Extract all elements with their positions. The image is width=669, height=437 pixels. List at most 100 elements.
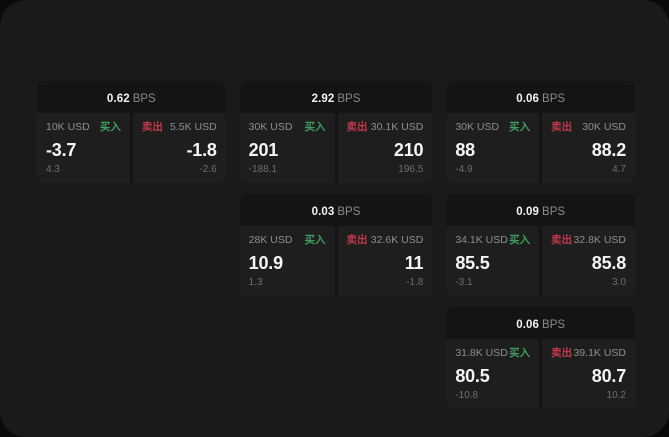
buy-header-row: 30K USD 买入 [455,122,530,133]
spread-unit: BPS [337,206,361,218]
sell-quantity: 30K USD [582,121,626,133]
sell-quantity: 5.5K USD [170,121,217,133]
quote-card[interactable]: 0.62 BPS 10K USD 买入 -3.7 4.3 卖出 [37,81,226,183]
buy-delta: -4.9 [455,164,473,175]
sell-quantity: 30.1K USD [370,121,424,133]
buy-delta: 4.3 [46,164,60,175]
sell-action-label: 卖出 [551,121,573,133]
buy-action-label: 买入 [509,121,531,133]
quote-card[interactable]: 2.92 BPS 30K USD 买入 201 -188.1 卖出 [239,81,433,183]
sell-panel[interactable]: 卖出 30.1K USD 210 196.5 [337,113,433,183]
sell-quantity: 32.8K USD [573,234,626,246]
sell-delta: 10.2 [606,390,626,401]
buy-quantity: 31.8K USD [455,347,508,359]
sell-price: 80.7 [591,365,626,386]
spread-unit: BPS [132,93,156,105]
spread-unit: BPS [337,93,361,105]
quote-column-1: 0.62 BPS 10K USD 买入 -3.7 4.3 卖出 [37,81,226,183]
sell-panel[interactable]: 卖出 32.6K USD 11 -1.8 [337,226,433,296]
buy-panel[interactable]: 30K USD 买入 88 -4.9 [446,113,540,183]
card-header: 0.06 BPS [446,88,635,113]
buy-price: 201 [248,139,279,160]
spread-value: 0.62 [106,93,130,105]
sell-price: -1.8 [186,139,217,160]
buy-quantity: 30K USD [455,121,500,133]
buy-action-label: 买入 [509,234,531,246]
card-body: 10K USD 买入 -3.7 4.3 卖出 5.5K USD -1.8 -2.… [37,113,226,183]
buy-header-row: 30K USD 买入 [249,122,326,133]
spread-value: 2.92 [311,93,335,105]
sell-price: 88.2 [591,139,626,160]
buy-panel[interactable]: 30K USD 买入 201 -188.1 [239,113,335,183]
sell-action-label: 卖出 [551,347,573,359]
buy-panel[interactable]: 28K USD 买入 10.9 1.3 [239,226,335,296]
card-body: 31.8K USD 买入 80.5 -10.8 卖出 39.1K USD 80.… [446,339,635,409]
buy-action-label: 买入 [304,234,326,246]
sell-header-row: 卖出 30K USD [551,122,626,133]
sell-header-row: 卖出 39.1K USD [551,348,626,359]
sell-action-label: 卖出 [551,234,573,246]
sell-panel[interactable]: 卖出 32.8K USD 85.8 3.0 [542,226,635,296]
quote-card[interactable]: 0.06 BPS 31.8K USD 买入 80.5 -10.8 卖出 [446,307,635,409]
buy-quantity: 10K USD [46,121,90,133]
sell-panel[interactable]: 卖出 5.5K USD -1.8 -2.6 [132,113,226,183]
sell-panel[interactable]: 卖出 39.1K USD 80.7 10.2 [542,339,635,409]
sell-delta: 196.5 [398,164,424,175]
card-body: 28K USD 买入 10.9 1.3 卖出 32.6K USD 11 -1.8 [239,226,433,296]
card-body: 30K USD 买入 88 -4.9 卖出 30K USD 88.2 4.7 [446,113,635,183]
buy-price: 80.5 [455,365,490,386]
spread-unit: BPS [542,206,566,218]
buy-panel[interactable]: 10K USD 买入 -3.7 4.3 [37,113,130,183]
spread-value: 0.06 [516,319,540,331]
sell-price: 210 [393,139,424,160]
card-header: 0.62 BPS [37,88,226,113]
buy-action-label: 买入 [304,121,326,133]
spread-value: 0.03 [311,206,335,218]
buy-delta: -3.1 [455,277,473,288]
buy-delta: 1.3 [248,277,263,288]
sell-action-label: 卖出 [346,234,368,246]
card-body: 34.1K USD 买入 85.5 -3.1 卖出 32.8K USD 85.8… [446,226,635,296]
buy-price: 85.5 [455,252,490,273]
card-header: 0.09 BPS [446,201,635,226]
buy-header-row: 10K USD 买入 [46,122,121,133]
card-header: 0.03 BPS [240,201,433,226]
sell-delta: -2.6 [199,164,217,175]
quote-card[interactable]: 0.06 BPS 30K USD 买入 88 -4.9 卖出 [446,81,635,183]
sell-header-row: 卖出 32.8K USD [551,235,626,246]
buy-panel[interactable]: 31.8K USD 买入 80.5 -10.8 [446,339,540,409]
card-body: 30K USD 买入 201 -188.1 卖出 30.1K USD 210 1… [239,113,433,183]
buy-delta: -10.8 [455,390,479,401]
quote-card[interactable]: 0.09 BPS 34.1K USD 买入 85.5 -3.1 卖出 [446,194,635,296]
buy-price: -3.7 [46,139,77,160]
quote-card[interactable]: 0.03 BPS 28K USD 买入 10.9 1.3 卖出 [239,194,433,296]
sell-header-row: 卖出 32.6K USD [347,235,424,246]
buy-header-row: 34.1K USD 买入 [455,235,530,246]
buy-action-label: 买入 [99,121,121,133]
spread-unit: BPS [542,93,566,105]
quote-column-3: 0.06 BPS 30K USD 买入 88 -4.9 卖出 [446,81,635,409]
sell-action-label: 卖出 [141,121,163,133]
buy-header-row: 28K USD 买入 [249,235,326,246]
sell-header-row: 卖出 5.5K USD [142,122,217,133]
buy-header-row: 31.8K USD 买入 [455,348,530,359]
buy-quantity: 34.1K USD [455,234,508,246]
card-header: 2.92 BPS [240,88,433,113]
sell-delta: 3.0 [612,277,626,288]
buy-price: 88 [455,139,475,160]
sell-header-row: 卖出 30.1K USD [347,122,424,133]
buy-price: 10.9 [248,252,283,273]
sell-price: 85.8 [591,252,626,273]
sell-panel[interactable]: 卖出 30K USD 88.2 4.7 [542,113,635,183]
buy-panel[interactable]: 34.1K USD 买入 85.5 -3.1 [446,226,540,296]
sell-quantity: 32.6K USD [370,234,424,246]
buy-quantity: 28K USD [248,234,293,246]
sell-price: 11 [404,252,424,273]
sell-quantity: 39.1K USD [573,347,626,359]
spread-unit: BPS [542,319,566,331]
spread-value: 0.09 [516,206,540,218]
card-header: 0.06 BPS [446,314,635,339]
buy-action-label: 买入 [509,347,531,359]
sell-action-label: 卖出 [346,121,368,133]
